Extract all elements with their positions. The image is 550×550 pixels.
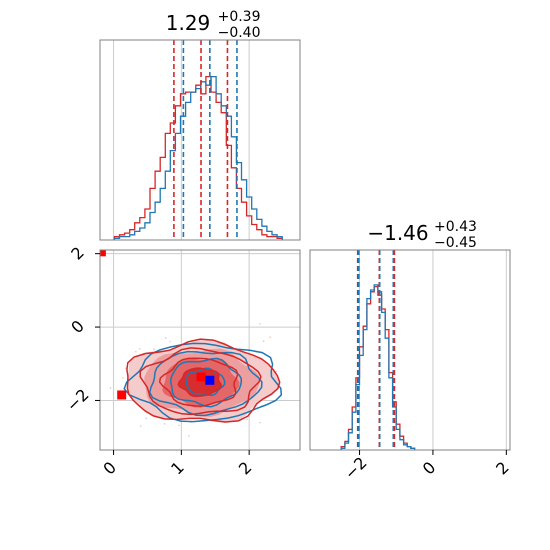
contour-scatter-point [109,387,112,389]
contour-scatter-point [135,350,137,353]
contour-x-tick-label: 1 [167,458,188,479]
histogram-y-x-ticks: −2 0 2 [341,450,513,483]
histogram-y-series-1-step [340,284,416,450]
contour-scatter-point [139,425,142,427]
contour-series-0-level-2 [148,350,263,417]
contour-y-tick-label: 2 [67,243,88,264]
contour-series-1-level-2 [139,347,262,416]
contour-y-tick-label: 0 [67,316,88,337]
histogram-x-grid [113,40,250,240]
contour-scatter-point [138,348,141,350]
contour-scatter-point [190,470,192,472]
histogram-y-quantile-lines [356,250,396,450]
contour-scatter-point [269,336,271,339]
contour-series-1-level-0 [177,367,222,398]
histogram-y-frame [309,249,511,451]
contour-marker-0 [196,372,206,382]
histogram-y-x-tick-label: 2 [492,458,513,479]
contour-scatter-point [122,377,124,379]
histogram-y-x-tick-label: −2 [341,453,371,483]
contour-scatter-point [262,340,265,342]
title-lower-x: −0.40 [218,25,261,41]
title-median-y: −1.46 [367,221,428,245]
contour-x-tick-label: 2 [235,458,256,479]
histogram-x-title: 1.29 [166,11,211,35]
contour-marker-2 [117,390,127,400]
histogram-panel-y: −1.46 +0.43 −0.45 −2 0 2 [309,219,513,483]
contour-scatter-point [259,323,261,325]
histogram-y-grid [359,250,507,450]
histogram-x-series-1-step [113,75,283,240]
contour-scatter-point [188,435,190,437]
contour-scatter-point [153,348,155,350]
histogram-x-frame [99,39,301,241]
histogram-x-series [113,75,283,240]
contour-scatter-point [178,424,180,427]
contour-x-ticks: 0 1 2 [99,450,256,479]
contour-scatter-point [275,370,278,373]
contour-scatter-point [164,337,167,339]
contour-series-1-level-1 [158,357,239,407]
title-upper-x: +0.39 [218,9,261,25]
contour-scatter-point [169,340,171,343]
histogram-panel-x: 1.29 +0.39 −0.40 [99,9,301,241]
contour-scatter-point [145,417,147,420]
title-median-x: 1.29 [166,11,211,35]
contour-y-tick-label: −2 [63,385,93,415]
histogram-y-series [340,284,416,450]
histogram-y-x-tick-label: 0 [419,458,440,479]
contour-scatter-point [124,367,127,370]
contour-panel: 0 1 2 −2 0 2 [44,243,326,479]
contour-series-0-level-3 [123,342,283,423]
contour-x-tick-label: 0 [99,458,120,479]
contour-series-1-level-3 [126,338,281,423]
contour-markers [100,250,215,400]
contour-scatter-point [246,418,248,420]
contour-frame [99,249,301,451]
contour-marker-1 [205,375,215,385]
contour-lines [123,338,283,423]
contour-marker-3 [100,250,106,257]
contour-scatter-point [163,423,166,425]
histogram-x-quantile-lines [173,40,238,240]
histogram-x-series-0-step [113,75,283,240]
histogram-y-title: −1.46 [367,221,428,245]
contour-scatter-point [324,381,326,383]
contour-scatter-point [44,356,46,358]
contour-scatter-point [259,421,261,424]
title-upper-y: +0.43 [434,219,477,235]
contour-y-ticks: −2 0 2 [63,243,100,415]
title-lower-y: −0.45 [434,235,477,251]
